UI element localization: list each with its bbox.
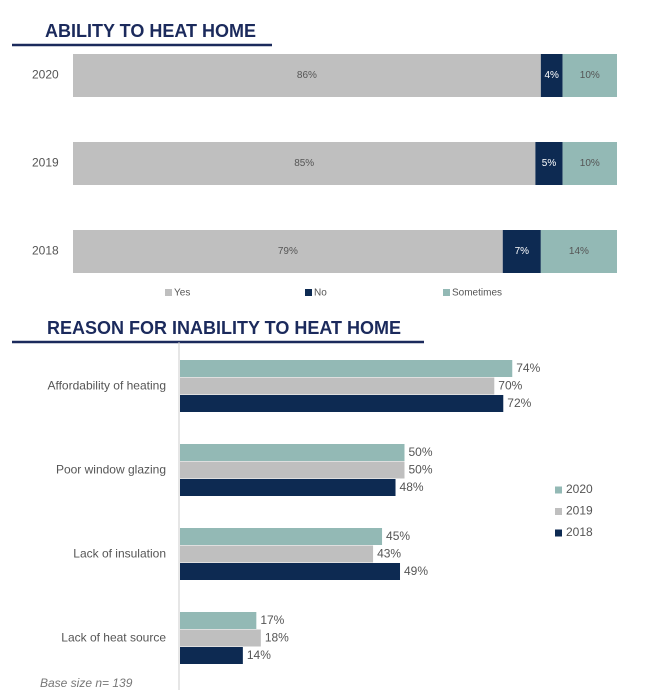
y-tick-label: Lack of insulation [73,546,166,560]
bar [180,444,405,461]
bar [180,612,257,629]
data-label: 5% [542,158,557,169]
legend-label: No [314,288,327,299]
y-tick-label: 2019 [32,156,59,170]
data-label: 85% [294,158,314,169]
bar-segment [73,230,503,273]
data-label: 86% [297,70,317,81]
bar [180,563,401,580]
data-label: 17% [260,613,284,627]
data-label: 14% [247,648,271,662]
legend-swatch [165,289,172,296]
data-label: 10% [580,70,600,81]
bar [180,545,374,563]
footnote: Base size n= 139 [40,676,133,690]
data-label: 48% [400,480,424,494]
data-label: 79% [278,246,298,257]
data-label: 49% [404,564,428,578]
bar-segment [562,142,617,185]
y-tick-label: 2018 [32,244,59,258]
bar-segment [540,54,563,97]
legend-label: 2020 [566,482,593,496]
legend-swatch [305,289,312,296]
legend-swatch [443,289,450,296]
data-label: 14% [569,246,589,257]
y-tick-label: Lack of heat source [61,630,166,644]
data-label: 4% [544,70,559,81]
data-label: 7% [515,246,530,257]
bar-segment [73,54,541,97]
bar-segment [562,54,617,97]
bar [180,461,405,479]
legend-swatch [555,508,562,515]
data-label: 74% [516,361,540,375]
bar [180,377,495,395]
legend-label: Sometimes [452,288,502,299]
bar-segment [540,230,617,273]
data-label: 10% [580,158,600,169]
chart-title: ABILITY TO HEAT HOME [45,21,256,41]
bar-segment [535,142,563,185]
data-label: 70% [498,378,522,392]
legend-swatch [555,529,562,537]
y-tick-label: Poor window glazing [56,462,166,476]
bar [180,479,396,496]
bar [180,360,513,377]
legend-swatch [555,486,562,494]
bar [180,647,243,664]
bar [180,629,261,647]
y-tick-label: 2020 [32,68,59,82]
bar-segment [73,142,536,185]
legend-label: 2018 [566,525,593,539]
bar [180,395,504,412]
data-label: 45% [386,529,410,543]
bar [180,528,383,545]
data-label: 43% [377,546,401,560]
legend-label: 2019 [566,504,593,518]
chart-title: REASON FOR INABILITY TO HEAT HOME [47,318,401,338]
legend-label: Yes [174,288,190,299]
y-tick-label: Affordability of heating [47,378,166,392]
data-label: 50% [409,462,433,476]
data-label: 18% [265,630,289,644]
bar-segment [502,230,541,273]
data-label: 50% [409,445,433,459]
data-label: 72% [507,396,531,410]
